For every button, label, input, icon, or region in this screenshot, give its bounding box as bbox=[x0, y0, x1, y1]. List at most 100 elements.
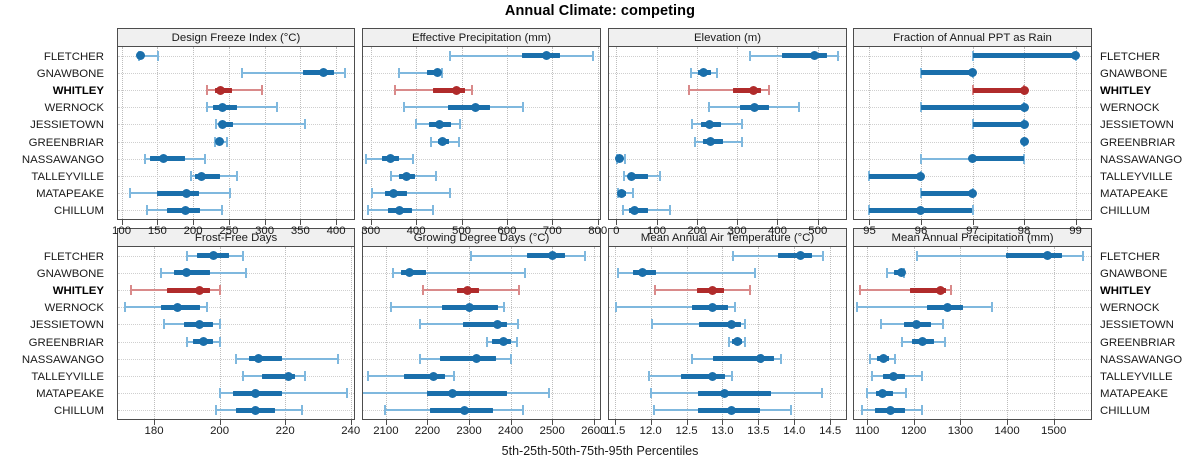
box-p25-p75 bbox=[426, 390, 508, 396]
axis-tick-label: 700 bbox=[542, 225, 562, 237]
cap-p95 bbox=[235, 171, 238, 181]
gridline-horizontal bbox=[118, 376, 354, 377]
gridline-horizontal bbox=[854, 272, 1091, 274]
median-marker-p50 bbox=[727, 319, 737, 329]
panel-title-effective-precipitation: Effective Precipitation (mm) bbox=[363, 29, 600, 47]
axis-tick bbox=[1075, 220, 1077, 225]
box-p25-p75 bbox=[869, 173, 921, 179]
axis-tick bbox=[656, 220, 658, 225]
axis-tick bbox=[650, 420, 652, 425]
axis-tick-label: 500 bbox=[452, 225, 472, 237]
axis-tick bbox=[616, 220, 618, 225]
box-p25-p75 bbox=[462, 321, 508, 327]
gridline-horizontal bbox=[609, 210, 846, 212]
axis-tick-label: 400 bbox=[767, 225, 787, 237]
median-marker-p50 bbox=[251, 405, 261, 415]
axis-tick bbox=[461, 220, 463, 225]
cap-p95 bbox=[921, 371, 924, 381]
site-label-matapeake: MATAPEAKE bbox=[1100, 188, 1168, 201]
cap-p5 bbox=[622, 171, 625, 181]
interval-row-fletcher bbox=[854, 249, 1091, 263]
axis-tick-label: 100 bbox=[112, 225, 132, 237]
site-label-whitley: WHITLEY bbox=[52, 85, 104, 97]
median-marker-p50 bbox=[912, 319, 922, 329]
interval-row-greenbriar bbox=[118, 135, 354, 149]
plot-area-frost-free-days bbox=[118, 247, 354, 419]
box-p25-p75 bbox=[920, 104, 1024, 110]
median-marker-p50 bbox=[388, 188, 398, 198]
interval-row-talleyville bbox=[609, 169, 846, 183]
panel-design-freeze-index: Design Freeze Index (°C) bbox=[117, 28, 355, 220]
axis-tick bbox=[913, 420, 915, 425]
box-p25-p75 bbox=[920, 70, 973, 76]
interval-row-talleyville bbox=[854, 369, 1091, 383]
axis-tick bbox=[336, 220, 338, 225]
cap-p95 bbox=[453, 371, 456, 381]
gridline-vertical bbox=[370, 47, 372, 219]
gridline-horizontal bbox=[118, 341, 354, 343]
site-label-matapeake: MATAPEAKE bbox=[36, 188, 104, 201]
whisker-p5-p95 bbox=[652, 323, 746, 326]
gridline-horizontal bbox=[363, 341, 600, 343]
site-label-greenbriar: GREENBRIAR bbox=[28, 336, 104, 349]
whisker-p5-p95 bbox=[242, 71, 346, 74]
interval-row-nassawango bbox=[609, 152, 846, 166]
median-marker-p50 bbox=[198, 337, 208, 347]
interval-row-fletcher bbox=[118, 49, 354, 63]
interval-row-fletcher bbox=[363, 49, 600, 63]
interval-row-jessietown bbox=[118, 317, 354, 331]
axis-tick-label: 14.5 bbox=[819, 425, 842, 437]
cap-p5 bbox=[144, 153, 147, 164]
panel-mean-annual-precipitation: Mean Annual Precipitation (mm) bbox=[853, 228, 1092, 420]
cap-p95 bbox=[448, 188, 451, 199]
interval-row-fletcher bbox=[118, 249, 354, 263]
median-marker-p50 bbox=[405, 268, 415, 278]
cap-p5 bbox=[901, 336, 904, 347]
median-marker-p50 bbox=[750, 102, 759, 112]
gridline-vertical bbox=[121, 47, 123, 219]
gridline-horizontal bbox=[854, 358, 1091, 360]
box-p25-p75 bbox=[1006, 253, 1063, 259]
box-p25-p75 bbox=[447, 104, 490, 110]
cap-p95 bbox=[584, 250, 587, 261]
box-p25-p75 bbox=[521, 53, 561, 59]
axis-tick bbox=[506, 220, 508, 225]
page-title: Annual Climate: competing bbox=[504, 3, 696, 19]
site-label-fletcher: FLETCHER bbox=[1100, 250, 1161, 263]
gridline-horizontal bbox=[609, 158, 846, 160]
interval-row-matapeake bbox=[118, 386, 354, 400]
site-label-talleyville: TALLEYVILLE bbox=[31, 171, 104, 183]
gridline-horizontal bbox=[363, 193, 600, 195]
axis-tick bbox=[817, 220, 819, 225]
gridline-vertical bbox=[193, 47, 195, 219]
interval-row-gnawbone bbox=[609, 66, 846, 80]
axis-tick-label: 1100 bbox=[854, 425, 880, 437]
interval-row-greenbriar bbox=[609, 135, 846, 149]
plot-area-mean-annual-precipitation bbox=[854, 247, 1091, 419]
axis-tick-label: 300 bbox=[255, 225, 275, 237]
gridline-vertical bbox=[1053, 247, 1055, 419]
median-marker-p50 bbox=[936, 285, 946, 295]
gridline-vertical bbox=[960, 247, 962, 419]
interval-row-matapeake bbox=[609, 186, 846, 200]
interval-row-matapeake bbox=[854, 186, 1091, 200]
axis-tick bbox=[510, 420, 512, 425]
site-label-talleyville: TALLEYVILLE bbox=[1100, 371, 1173, 383]
site-label-chillum: CHILLUM bbox=[1100, 205, 1151, 218]
median-marker-p50 bbox=[810, 51, 820, 61]
cap-p95 bbox=[659, 171, 662, 181]
x-axis-frost-free-days: 180 200 220 240 bbox=[118, 420, 360, 446]
axis-tick bbox=[614, 420, 616, 425]
axis-tick bbox=[830, 420, 832, 425]
cap-p95 bbox=[779, 353, 782, 364]
interval-row-whitley bbox=[609, 83, 846, 97]
interval-row-wernock bbox=[363, 300, 600, 314]
cap-p95 bbox=[434, 171, 437, 181]
box-p25-p75 bbox=[713, 356, 775, 362]
interval-row-chillum bbox=[118, 403, 354, 417]
median-marker-p50 bbox=[217, 102, 227, 112]
median-marker-p50 bbox=[614, 154, 624, 164]
cap-p95 bbox=[950, 285, 953, 295]
cap-p95 bbox=[516, 336, 519, 347]
cap-p5 bbox=[653, 285, 656, 295]
